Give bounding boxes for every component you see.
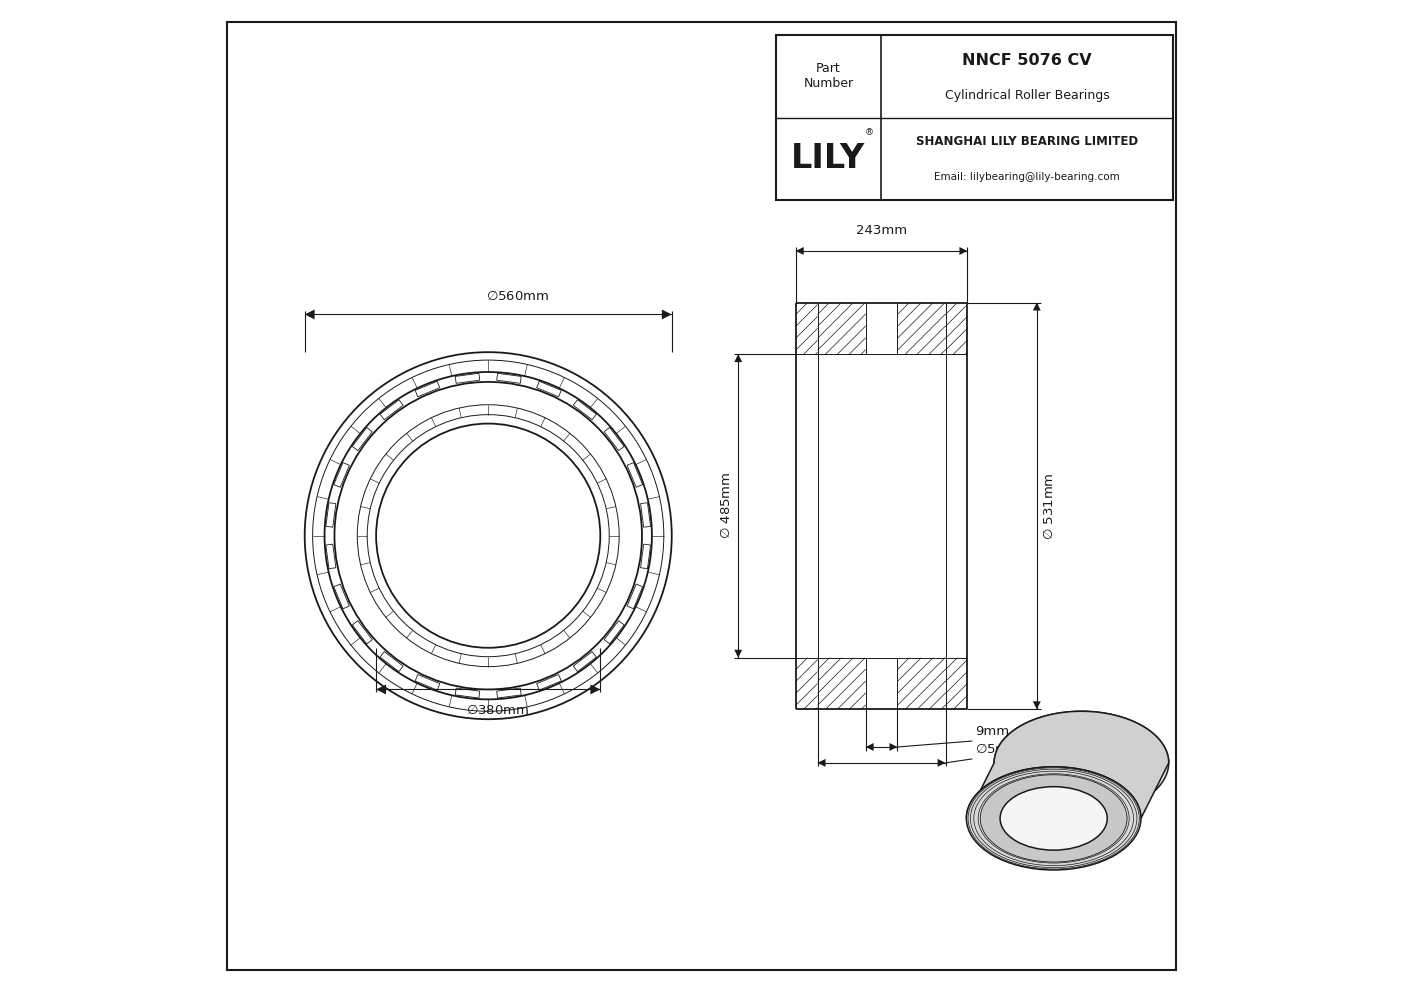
Polygon shape	[662, 310, 672, 319]
Ellipse shape	[1028, 731, 1135, 795]
Polygon shape	[1033, 701, 1041, 709]
Text: $\varnothing$380mm: $\varnothing$380mm	[466, 703, 530, 717]
Polygon shape	[818, 759, 825, 767]
Polygon shape	[960, 247, 967, 255]
Polygon shape	[890, 743, 898, 751]
Polygon shape	[1033, 303, 1041, 310]
Text: Cylindrical Roller Bearings: Cylindrical Roller Bearings	[944, 89, 1110, 102]
Polygon shape	[376, 684, 386, 694]
Ellipse shape	[1000, 787, 1107, 850]
Polygon shape	[937, 759, 946, 767]
Ellipse shape	[981, 775, 1127, 862]
Text: Part
Number: Part Number	[804, 62, 853, 90]
Text: 9mm: 9mm	[975, 725, 1009, 738]
Text: LILY: LILY	[791, 143, 866, 176]
Text: $\varnothing$560mm: $\varnothing$560mm	[487, 289, 550, 303]
Text: SHANGHAI LILY BEARING LIMITED: SHANGHAI LILY BEARING LIMITED	[916, 135, 1138, 148]
Ellipse shape	[967, 767, 1141, 870]
Bar	[776, 35, 1173, 200]
Text: $\varnothing$ 531mm: $\varnothing$ 531mm	[1041, 472, 1055, 540]
Text: 243mm: 243mm	[856, 224, 908, 237]
Text: Email: lilybearing@lily-bearing.com: Email: lilybearing@lily-bearing.com	[934, 172, 1120, 182]
Polygon shape	[967, 711, 1169, 818]
Polygon shape	[734, 354, 742, 362]
Polygon shape	[866, 743, 874, 751]
Polygon shape	[796, 247, 804, 255]
Polygon shape	[304, 310, 314, 319]
Text: NNCF 5076 CV: NNCF 5076 CV	[962, 53, 1092, 67]
Polygon shape	[591, 684, 600, 694]
Polygon shape	[734, 650, 742, 658]
Ellipse shape	[995, 711, 1169, 814]
Text: $\varnothing$5mm: $\varnothing$5mm	[975, 742, 1021, 756]
Text: $\varnothing$ 485mm: $\varnothing$ 485mm	[720, 472, 734, 540]
Text: ®: ®	[864, 128, 874, 137]
